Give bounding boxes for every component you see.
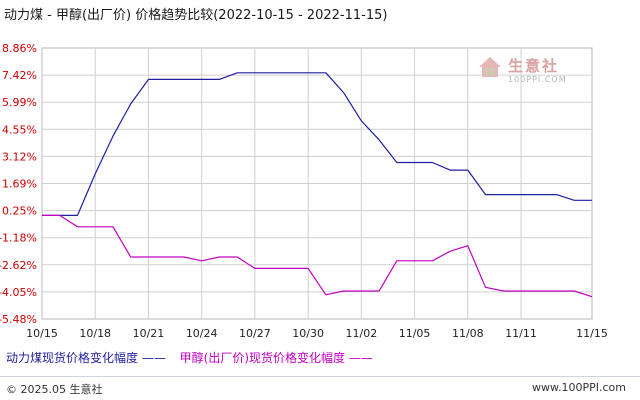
legend-series-2: 甲醇(出厂价)现货价格变化幅度 —— — [179, 351, 373, 365]
footer-copyright: © 2025.05 生意社 — [6, 383, 103, 396]
footer-url[interactable]: www.100PPI.com — [532, 381, 626, 394]
chart-title: 动力煤 - 甲醇(出厂价) 价格趋势比较(2022-10-15 - 2022-1… — [4, 8, 388, 23]
x-tick-label: 10/27 — [239, 327, 271, 340]
watermark-logo: 生意社 100PPI.COM — [478, 54, 578, 90]
y-tick-label: -1.18% — [0, 232, 37, 245]
series-line-1 — [42, 72, 592, 216]
legend: 动力煤现货价格变化幅度 —— 甲醇(出厂价)现货价格变化幅度 —— — [6, 349, 373, 366]
x-tick-label: 11/02 — [346, 327, 378, 340]
x-tick-label: 11/11 — [505, 327, 537, 340]
x-tick-label: 10/24 — [186, 327, 218, 340]
y-tick-label: 3.12% — [2, 150, 37, 163]
watermark-brand: 生意社 — [508, 57, 560, 75]
footer-divider — [0, 376, 640, 377]
x-tick-label: 10/18 — [79, 327, 111, 340]
x-tick-label: 10/15 — [26, 327, 58, 340]
y-tick-label: 7.42% — [2, 69, 37, 82]
x-tick-label: 11/15 — [576, 327, 608, 340]
x-tick-label: 10/21 — [133, 327, 165, 340]
y-tick-label: 0.25% — [2, 205, 37, 218]
y-tick-label: 5.99% — [2, 96, 37, 109]
x-tick-label: 11/08 — [452, 327, 484, 340]
y-tick-label: -4.05% — [0, 286, 37, 299]
y-tick-label: 1.69% — [2, 178, 37, 191]
watermark-url: 100PPI.COM — [508, 75, 567, 84]
house-logo-icon — [479, 57, 501, 77]
y-tick-label: 4.55% — [2, 123, 37, 136]
y-tick-label: -5.48% — [0, 313, 37, 326]
label-layer: 8.86% 7.42% 5.99% 4.55% 3.12% 1.69% 0.25% -1.18… — [0, 42, 608, 340]
series-line-2 — [42, 214, 593, 298]
series-layer — [42, 72, 593, 298]
legend-series-1: 动力煤现货价格变化幅度 —— — [6, 351, 166, 365]
y-tick-label: 8.86% — [2, 42, 37, 55]
grid-layer — [41, 47, 593, 320]
footer: © 2025.05 生意社 www.100PPI.com — [0, 376, 640, 400]
y-tick-label: -2.62% — [0, 259, 37, 272]
x-tick-label: 10/30 — [292, 327, 324, 340]
x-tick-label: 11/05 — [399, 327, 431, 340]
